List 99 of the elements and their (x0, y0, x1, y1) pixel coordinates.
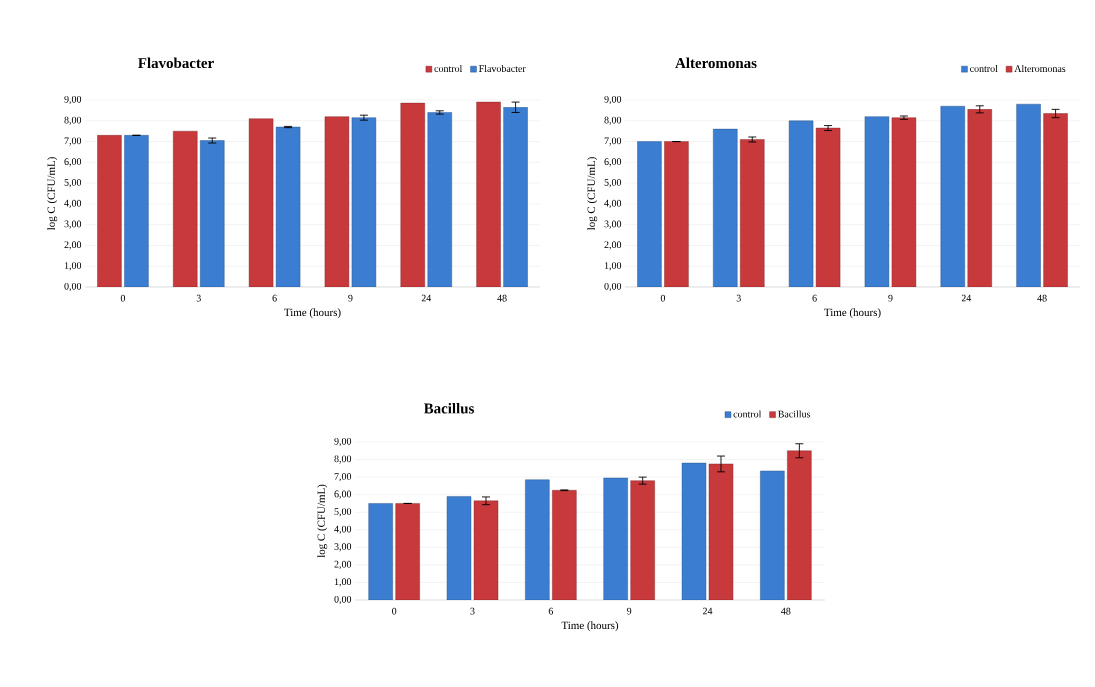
bar (740, 139, 765, 287)
bar (552, 490, 577, 600)
y-tick-label: 1,00 (604, 262, 622, 271)
x-tick-label: 48 (781, 607, 791, 615)
y-tick-label: 8,00 (64, 116, 82, 125)
bar (400, 102, 425, 287)
y-axis-title: log C (CFU/mL) (587, 157, 598, 231)
bar (630, 480, 655, 600)
bar (788, 120, 814, 287)
bar (603, 477, 628, 600)
bar (200, 140, 225, 287)
chart-title: Flavobacter (138, 57, 214, 69)
legend-label: control (434, 64, 463, 72)
bar (248, 118, 274, 287)
y-tick-label: 9,00 (334, 437, 352, 447)
bar (395, 503, 420, 600)
y-tick-label: 4,00 (64, 199, 82, 208)
y-axis-title: log C (CFU/mL) (317, 484, 328, 558)
chart-title: Bacillus (423, 403, 474, 414)
legend-label: control (970, 64, 998, 72)
y-tick-label: 6,00 (64, 158, 82, 167)
legend-label: Flavobacter (478, 64, 526, 72)
bar (708, 463, 734, 600)
y-tick-label: 7,00 (334, 473, 352, 482)
y-tick-label: 0,00 (334, 595, 352, 605)
y-tick-label: 6,00 (604, 158, 622, 167)
x-tick-label: 3 (736, 294, 741, 302)
bar (664, 141, 689, 287)
y-tick-label: 6,00 (334, 490, 352, 499)
legend-label: Bacillus (778, 410, 811, 418)
bar (473, 500, 499, 600)
bar (173, 130, 198, 287)
y-tick-label: 7,00 (64, 137, 82, 146)
y-tick-label: 5,00 (334, 508, 352, 517)
bar (815, 127, 841, 287)
x-tick-label: 9 (348, 294, 353, 302)
y-tick-label: 9,00 (604, 95, 622, 105)
x-axis-title: Time (hours) (284, 308, 341, 319)
bar (940, 106, 965, 287)
bar (760, 470, 785, 600)
bar (864, 116, 890, 287)
x-tick-label: 9 (888, 294, 893, 302)
bar (967, 109, 992, 287)
y-tick-label: 4,00 (334, 525, 352, 534)
bar (637, 141, 662, 287)
bar (503, 107, 528, 287)
x-axis-title: Time (hours) (561, 621, 619, 632)
bar (476, 101, 501, 287)
x-tick-label: 9 (627, 607, 632, 615)
y-tick-label: 3,00 (604, 220, 622, 229)
x-tick-label: 0 (120, 294, 126, 302)
bar (787, 450, 812, 600)
y-tick-label: 8,00 (604, 116, 622, 125)
y-tick-label: 2,00 (334, 560, 352, 569)
legend-label: control (733, 410, 762, 418)
bar (368, 503, 393, 600)
y-tick-label: 1,00 (334, 578, 352, 587)
x-tick-label: 24 (702, 607, 713, 615)
y-tick-label: 2,00 (604, 241, 622, 250)
bar (324, 116, 350, 287)
y-tick-label: 2,00 (64, 241, 82, 250)
x-tick-label: 3 (470, 607, 475, 615)
x-tick-label: 48 (497, 294, 507, 302)
x-tick-label: 48 (1037, 294, 1047, 302)
y-tick-label: 3,00 (334, 543, 352, 552)
bar (1043, 113, 1068, 287)
bar (1016, 103, 1041, 287)
x-tick-label: 6 (272, 294, 277, 302)
y-tick-label: 0,00 (64, 282, 82, 292)
x-tick-label: 24 (421, 294, 432, 302)
y-tick-label: 7,00 (604, 137, 622, 146)
y-tick-label: 4,00 (604, 199, 622, 208)
y-tick-label: 9,00 (64, 95, 82, 105)
bar (446, 496, 472, 600)
y-tick-label: 0,00 (604, 282, 622, 292)
x-axis-title: Time (hours) (824, 308, 881, 319)
bar (681, 462, 707, 600)
x-tick-label: 6 (812, 294, 817, 302)
bar (275, 126, 301, 287)
bar (427, 112, 452, 287)
y-tick-label: 3,00 (64, 220, 82, 229)
x-tick-label: 6 (548, 607, 554, 615)
y-tick-label: 5,00 (64, 179, 82, 188)
x-tick-label: 24 (961, 294, 972, 302)
y-tick-label: 1,00 (64, 262, 82, 271)
y-tick-label: 8,00 (334, 455, 352, 464)
legend-label: Alteromonas (1014, 64, 1066, 72)
bar (713, 128, 738, 287)
bar (97, 135, 122, 287)
bar (525, 479, 550, 600)
bar (124, 135, 149, 287)
bar (351, 117, 377, 287)
bar (891, 117, 917, 287)
y-tick-label: 5,00 (604, 179, 622, 188)
x-tick-label: 3 (196, 294, 201, 302)
x-tick-label: 0 (660, 294, 666, 302)
chart-title: Alteromonas (675, 57, 757, 69)
x-tick-label: 0 (392, 607, 397, 615)
y-axis-title: log C (CFU/mL) (47, 157, 58, 231)
